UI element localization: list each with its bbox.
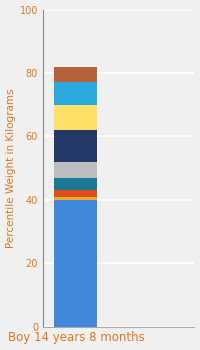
Bar <box>54 105 97 130</box>
Bar <box>54 197 97 200</box>
Bar <box>54 200 97 327</box>
Bar <box>54 66 97 83</box>
Bar <box>54 83 97 105</box>
Bar <box>54 130 97 162</box>
Bar <box>54 190 97 197</box>
Bar <box>54 177 97 190</box>
Y-axis label: Percentile Weight in Kilograms: Percentile Weight in Kilograms <box>6 88 16 248</box>
Bar <box>54 162 97 177</box>
